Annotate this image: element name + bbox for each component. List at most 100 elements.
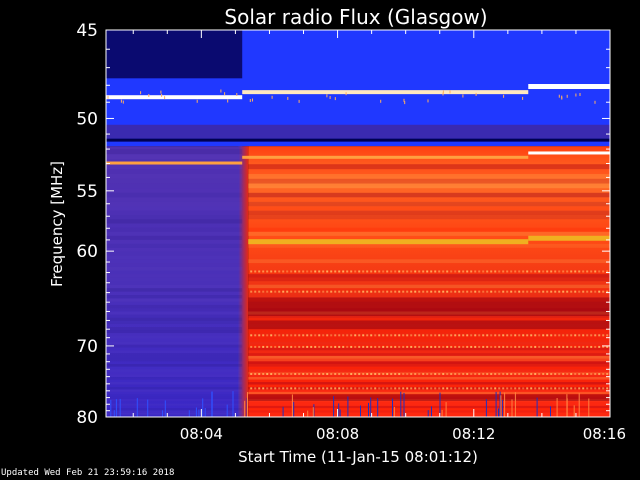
quiet-stripe [106, 341, 243, 345]
dot-line [358, 372, 361, 375]
plot-frame [105, 29, 611, 418]
quiet-stripe [106, 324, 242, 327]
active-stripe [248, 178, 610, 184]
dot-line [254, 290, 257, 293]
dot-line [490, 345, 493, 348]
dot-line [586, 290, 589, 293]
dot-line [306, 290, 309, 293]
active-stripe [248, 353, 610, 356]
dot-line [546, 345, 549, 348]
dot-line [438, 387, 441, 390]
speckle [427, 99, 429, 103]
speckle [404, 101, 406, 105]
dot-line [514, 290, 517, 293]
dot-line [506, 345, 509, 348]
dot-line [518, 387, 521, 390]
dot-line [598, 387, 601, 390]
quiet-stripe [106, 164, 243, 170]
active-stripe [248, 231, 610, 236]
dot-line [518, 345, 521, 348]
quiet-stripe [106, 277, 243, 282]
dot-line [334, 290, 337, 293]
dot-line [558, 345, 561, 348]
dot-line [494, 372, 497, 375]
dot-line [562, 290, 565, 293]
quiet-stripe [106, 366, 243, 370]
dot-line [286, 270, 289, 273]
dot-line [526, 290, 529, 293]
dot-line [574, 372, 577, 375]
dot-line [418, 270, 421, 273]
dot-line [542, 372, 545, 375]
dot-line [602, 387, 605, 390]
dot-line [338, 345, 341, 348]
dot-line [338, 387, 341, 390]
dot-line [350, 334, 353, 337]
dot-line [566, 290, 569, 293]
dot-line [342, 372, 345, 375]
quiet-stripe [106, 377, 243, 380]
dot-line [586, 387, 589, 390]
dot-line [390, 372, 393, 375]
dot-line [326, 270, 329, 273]
dot-line [606, 387, 609, 390]
dot-line [294, 387, 297, 390]
dot-line [274, 270, 277, 273]
dot-line [298, 290, 301, 293]
quiet-stripe [106, 235, 243, 240]
quiet-stripe [106, 314, 243, 318]
dot-line [354, 345, 357, 348]
burst-spike [195, 407, 197, 417]
dot-line [494, 290, 497, 293]
dot-line [534, 290, 537, 293]
dot-line [594, 345, 597, 348]
dot-line [562, 334, 565, 337]
quiet-stripe [106, 243, 243, 248]
dot-line [506, 387, 509, 390]
dot-line [522, 387, 525, 390]
quiet-stripe [106, 374, 243, 378]
quiet-stripe [106, 338, 243, 342]
active-stripe [248, 259, 610, 264]
dot-line [478, 290, 481, 293]
dot-line [278, 372, 281, 375]
dot-line [262, 345, 265, 348]
dot-line [254, 334, 257, 337]
quiet-stripe [106, 239, 243, 244]
dot-line [290, 345, 293, 348]
quiet-stripe [106, 304, 243, 309]
speckle [107, 95, 109, 99]
dot-line [362, 387, 365, 390]
dot-line [406, 270, 409, 273]
dot-line [270, 334, 273, 337]
dot-line [578, 290, 581, 293]
dot-line [430, 345, 433, 348]
dot-line [318, 290, 321, 293]
dot-line [414, 334, 417, 337]
dot-line [278, 290, 281, 293]
dot-line [498, 372, 501, 375]
quiet-stripe [106, 336, 243, 339]
dot-line [282, 270, 285, 273]
dot-line [606, 290, 609, 293]
speckle [227, 99, 229, 103]
dot-line [594, 387, 597, 390]
dot-line [550, 345, 553, 348]
dot-line [450, 334, 453, 337]
dot-line [322, 387, 325, 390]
dot-line [302, 290, 305, 293]
dot-line [494, 387, 497, 390]
dot-line [390, 290, 393, 293]
dot-line [410, 387, 413, 390]
dot-line [450, 290, 453, 293]
quiet-stripe [106, 178, 243, 184]
active-stripe [248, 188, 610, 193]
burst-spike [393, 406, 395, 417]
dot-line [266, 334, 269, 337]
dot-line [570, 387, 573, 390]
quiet-stripe [106, 295, 243, 299]
quiet-stripe [106, 174, 243, 179]
y-axis: 45 50 55 60 70 80 [76, 21, 610, 428]
quiet-stripe [106, 386, 243, 390]
dot-line [498, 345, 501, 348]
